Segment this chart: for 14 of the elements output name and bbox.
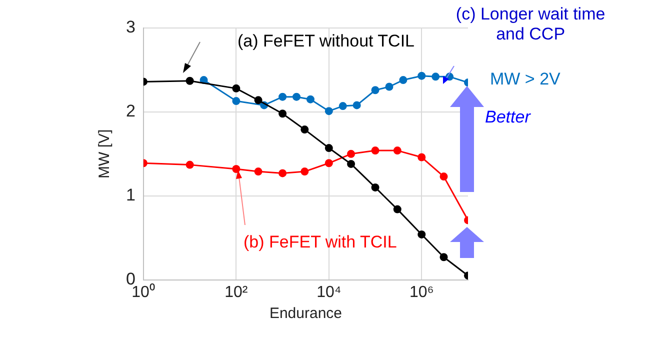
annotation: (c) Longer wait time and CCP [456, 4, 606, 44]
text: MW > 2V [490, 70, 562, 89]
text: Better [485, 108, 532, 127]
y-tick-label: 2 [126, 102, 136, 121]
y-tick-label: 1 [126, 186, 136, 205]
y-axis-title: MW [V] [96, 129, 114, 178]
x-tick-label: 10⁰ [132, 282, 156, 301]
annotation: (a) FeFET without TCIL [238, 32, 414, 51]
x-tick-label: 10⁴ [316, 284, 342, 301]
x-tick-label: 10² [224, 284, 248, 301]
annotation: (b) FeFET with TCIL [244, 232, 397, 252]
y-tick-label: 3 [126, 18, 136, 37]
x-tick-label: 10⁶ [409, 284, 434, 301]
x-axis-title: Endurance [269, 305, 342, 322]
